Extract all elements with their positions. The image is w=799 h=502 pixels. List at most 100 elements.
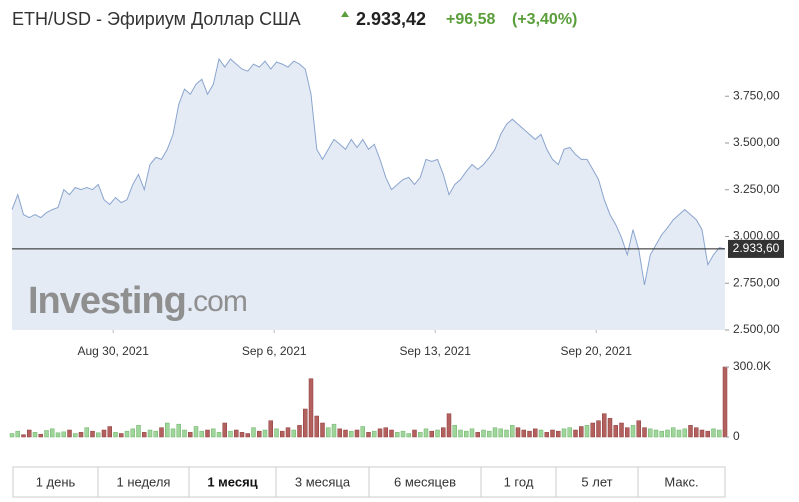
volume-bar [234, 429, 239, 438]
volume-bar [153, 430, 158, 438]
volume-bar [602, 413, 607, 438]
tab[interactable]: Макс. [664, 474, 698, 489]
volume-bar [251, 427, 256, 438]
volume-bar [452, 425, 457, 438]
volume-bar [9, 433, 15, 438]
y-tick-label: 3.500,00 [733, 135, 780, 149]
watermark: Investing.com [28, 280, 247, 322]
y-tick-label: 2.500,00 [733, 322, 780, 336]
volume-bar [15, 430, 20, 438]
volume-bar [694, 427, 699, 438]
volume-bar [573, 429, 578, 438]
y-tick-label: 300.0K [733, 359, 771, 373]
volume-bar [395, 432, 400, 438]
volume-bar [147, 429, 153, 438]
volume-bar [406, 433, 411, 438]
volume-bar [510, 425, 515, 438]
volume-bar [27, 429, 32, 438]
volume-bar [435, 429, 440, 438]
tab-box[interactable] [188, 466, 277, 498]
volume-bar [521, 429, 526, 438]
tab-box[interactable] [637, 466, 726, 498]
volume-bar [101, 429, 107, 438]
tab[interactable]: 5 лет [581, 474, 612, 489]
tab[interactable]: 1 год [504, 474, 534, 489]
volume-bar [487, 430, 492, 438]
volume-bar [498, 428, 503, 438]
volume-bar [492, 427, 498, 438]
volume-bar [280, 430, 285, 438]
volume-bar [55, 432, 61, 438]
volume-bar [722, 366, 728, 438]
volume-bar [412, 429, 417, 438]
volume-bar [285, 427, 291, 438]
up-arrow [341, 11, 349, 17]
price: 2.933,42 [356, 9, 426, 29]
area-fill [12, 59, 725, 330]
tab-box[interactable] [368, 466, 482, 498]
volume-bar [107, 426, 112, 438]
volume-bar [659, 430, 664, 438]
volume-bar [211, 428, 216, 438]
volume-bar [596, 420, 601, 438]
volume-bar [544, 432, 549, 438]
volume-bar [688, 425, 693, 438]
volume-bar [653, 429, 659, 438]
volume-bar [556, 430, 561, 438]
tab[interactable]: 6 месяцев [394, 474, 456, 489]
volume-bar [205, 429, 210, 438]
last-price-box [728, 239, 784, 258]
volume-bar [326, 427, 331, 438]
volume-bar [268, 420, 273, 438]
volume-bar [274, 428, 279, 438]
volume-bar [469, 428, 475, 438]
volume-bar [372, 430, 377, 438]
volume-bar [314, 415, 319, 438]
y-tick-label: 0 [733, 429, 740, 443]
volume-bar [96, 432, 101, 438]
volume-bar [429, 430, 434, 438]
volume-bar [360, 426, 365, 438]
volume-bar [441, 427, 446, 438]
volume-bar [682, 428, 687, 438]
volume-bar [228, 430, 233, 438]
tab[interactable]: 1 неделя [117, 474, 171, 489]
volume-bar [50, 428, 55, 438]
price-line [11, 57, 726, 285]
volume-bar [705, 430, 710, 438]
volume-bar [607, 418, 613, 438]
tab-box[interactable] [555, 466, 639, 498]
change: +96,58 [446, 11, 495, 28]
volume-bar [383, 427, 388, 438]
volume-bar [527, 430, 532, 438]
tab[interactable]: 3 месяца [295, 474, 351, 489]
volume-bar [188, 432, 193, 438]
tab-box[interactable] [97, 466, 190, 498]
volume-bar [216, 432, 222, 438]
y-tick-label: 3.250,00 [733, 182, 780, 196]
volume-bar [349, 430, 354, 438]
volume-bar [38, 433, 43, 438]
volume-bar [481, 429, 486, 438]
tab-box[interactable] [12, 466, 99, 498]
volume-bar [130, 428, 135, 438]
x-tick-label: Sep 20, 2021 [560, 344, 632, 358]
tabs: 1 день 1 неделя 1 месяц 3 месяца 6 месяцев 1 … [12, 466, 726, 498]
watermark-suffix: .com [186, 285, 247, 318]
volume-bar [538, 429, 544, 438]
volume-bar [504, 429, 509, 438]
volume-bar [337, 428, 342, 438]
volume-bar [665, 429, 670, 438]
volume-bar [590, 422, 595, 438]
tab-box[interactable] [480, 466, 557, 498]
volume-bar [699, 429, 705, 438]
volume-bar [561, 428, 567, 438]
volume-bar [584, 425, 590, 438]
volume-bar [515, 427, 521, 438]
tab[interactable]: 1 месяц [207, 474, 257, 489]
x-tick-label: Sep 13, 2021 [399, 344, 471, 358]
volume-bar [262, 429, 268, 438]
tab[interactable]: 1 день [36, 474, 76, 489]
volume-bar [418, 432, 423, 438]
